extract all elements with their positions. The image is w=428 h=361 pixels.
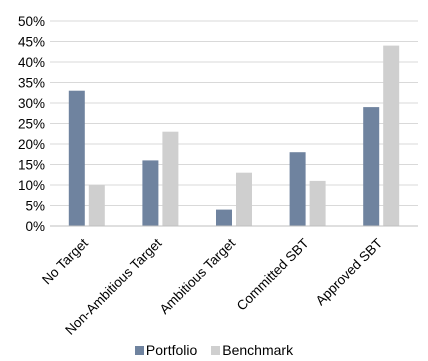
bar-benchmark-approved-sbt bbox=[383, 45, 400, 226]
y-tick-label: 45% bbox=[18, 35, 45, 50]
legend-item-benchmark: Benchmark bbox=[211, 342, 293, 358]
legend-label-portfolio: Portfolio bbox=[145, 342, 198, 358]
y-tick-label: 50% bbox=[18, 14, 45, 29]
bar-benchmark-committed-sbt bbox=[309, 180, 326, 226]
x-category-label: Approved SBT bbox=[313, 236, 386, 309]
x-category-label: Ambitious Target bbox=[157, 235, 239, 317]
legend-swatch-portfolio bbox=[134, 345, 144, 355]
gridlines bbox=[50, 20, 418, 206]
bar-benchmark-no-target bbox=[88, 185, 105, 226]
bar-benchmark-non-ambitious-target bbox=[162, 131, 179, 226]
legend: Portfolio Benchmark bbox=[0, 340, 428, 360]
x-category-label: No Target bbox=[39, 235, 91, 287]
y-tick-label: 0% bbox=[25, 219, 45, 234]
legend-label-benchmark: Benchmark bbox=[222, 342, 294, 358]
bar-portfolio-ambitious-target bbox=[216, 209, 232, 226]
legend-swatch-benchmark bbox=[211, 345, 221, 355]
bars bbox=[68, 45, 400, 226]
y-tick-label: 30% bbox=[18, 96, 45, 111]
bar-benchmark-ambitious-target bbox=[236, 172, 252, 226]
y-tick-label: 10% bbox=[18, 178, 45, 193]
bar-portfolio-committed-sbt bbox=[289, 152, 306, 226]
bar-portfolio-no-target bbox=[68, 90, 85, 226]
y-tick-label: 40% bbox=[18, 55, 45, 70]
y-tick-label: 35% bbox=[18, 76, 45, 91]
legend-item-portfolio: Portfolio bbox=[134, 342, 198, 358]
y-tick-label: 25% bbox=[18, 117, 45, 132]
y-tick-label: 15% bbox=[18, 158, 45, 173]
y-tick-label: 5% bbox=[25, 199, 45, 214]
bar-portfolio-approved-sbt bbox=[363, 107, 380, 226]
y-axis-ticks: 0% 5% 10% 15% 20% 25% 30% 35% 40% 45% 50% bbox=[18, 14, 45, 234]
x-category-label: Committed SBT bbox=[234, 236, 312, 314]
y-tick-label: 20% bbox=[18, 137, 45, 152]
bar-portfolio-non-ambitious-target bbox=[142, 160, 159, 226]
